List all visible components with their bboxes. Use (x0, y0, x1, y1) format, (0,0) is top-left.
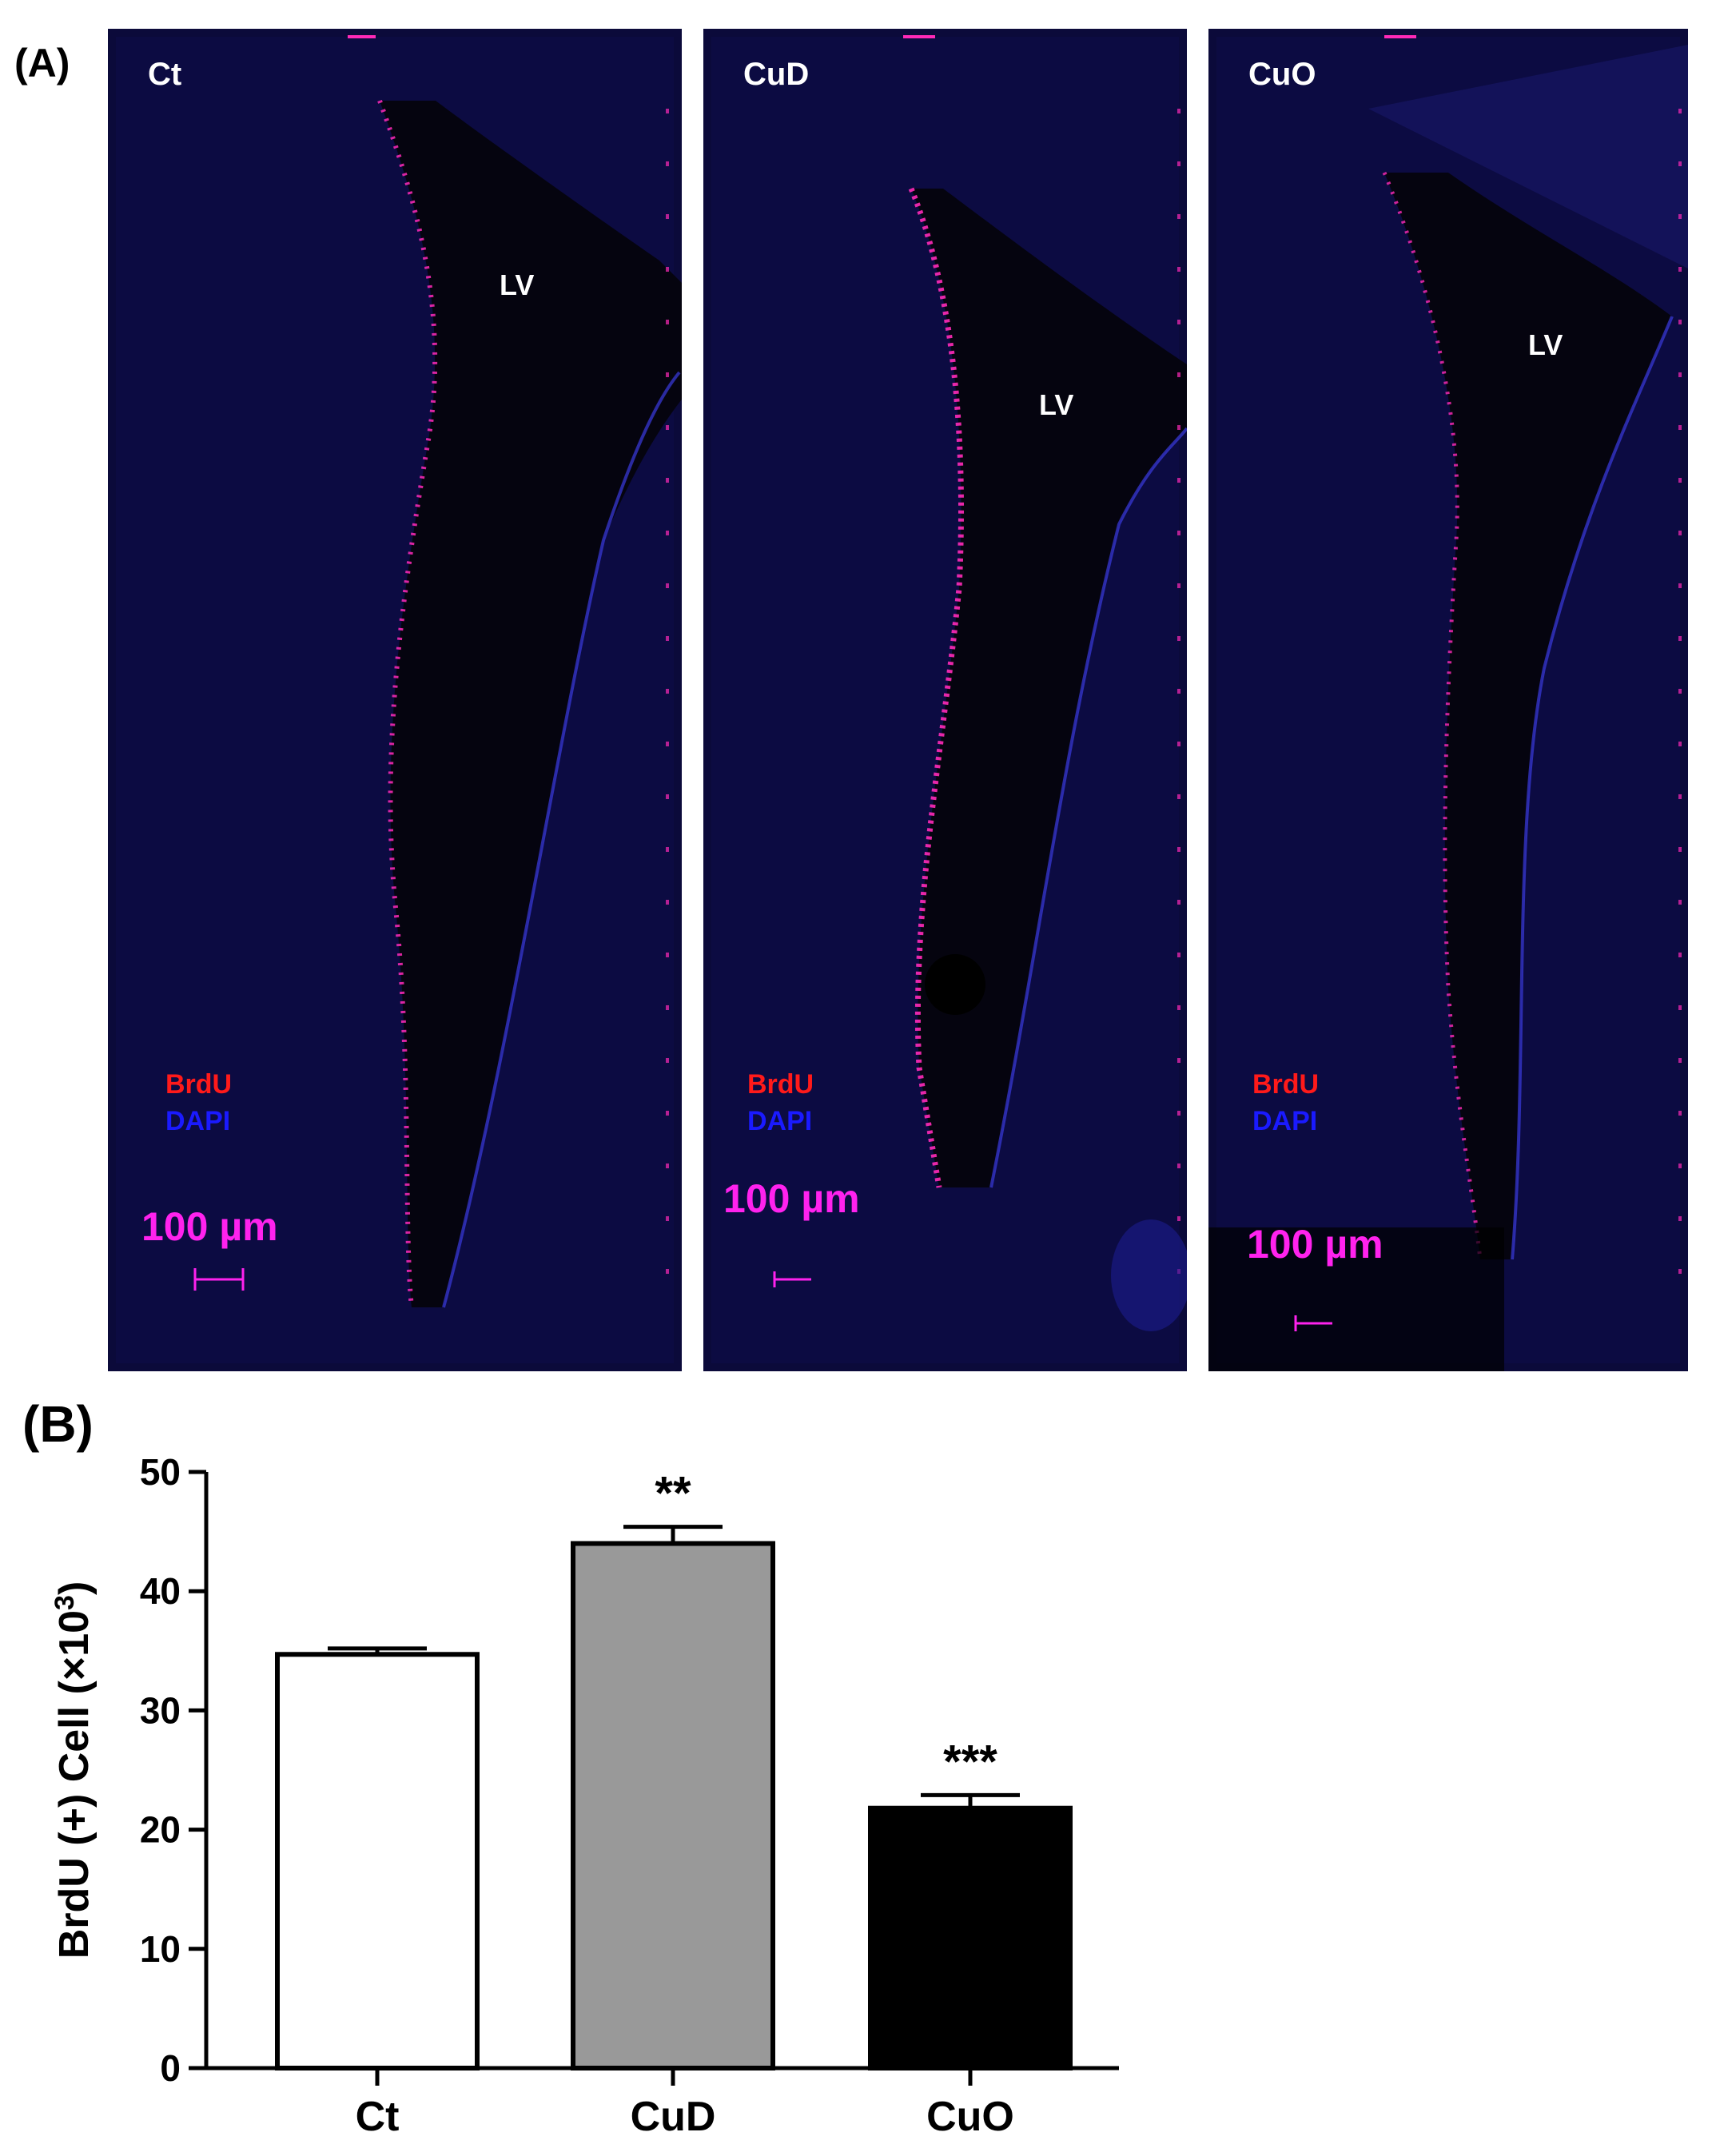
x-tick-label: CuO (926, 2094, 1014, 2140)
y-tick-label: 0 (160, 2047, 181, 2089)
y-tick-label: 30 (140, 1689, 181, 1731)
micrograph-cud-image (703, 29, 1187, 1371)
scale-bar-label: 100 µm (141, 1204, 278, 1249)
y-tick-label: 40 (140, 1570, 181, 1612)
micrograph-ct: Ct LV BrdU DAPI 100 µm (108, 29, 682, 1371)
scale-bar-label: 100 µm (723, 1176, 860, 1221)
micrograph-ct-image (108, 29, 682, 1371)
bar-ct (275, 1652, 480, 2070)
bar-chart: 0 10 20 30 40 50 BrdU (+) Cell (×103) Ct CuD ** Cu… (50, 1451, 1119, 2140)
legend-brdu: BrdU (1252, 1069, 1320, 1100)
legend-dapi: DAPI (747, 1106, 813, 1136)
legend-dapi: DAPI (165, 1106, 231, 1136)
panel-a-label: (A) (14, 41, 70, 86)
scale-bar-label: 100 µm (1247, 1222, 1384, 1267)
micrograph-cuo-image (1208, 29, 1688, 1371)
condition-label: CuD (743, 57, 810, 92)
bar-cuo (868, 1805, 1073, 2071)
condition-label: Ct (148, 57, 182, 92)
legend-brdu: BrdU (165, 1069, 233, 1100)
condition-label: CuO (1248, 57, 1316, 92)
scale-bar (1294, 1315, 1332, 1331)
legend-dapi: DAPI (1252, 1106, 1318, 1136)
lateral-ventricle-label: LV (1528, 328, 1563, 361)
significance-marker: *** (943, 1736, 997, 1788)
x-tick-label: CuD (631, 2094, 716, 2140)
micrograph-cuo: CuO LV BrdU DAPI 100 µm (1208, 29, 1688, 1371)
legend-brdu: BrdU (747, 1069, 814, 1100)
x-tick-label: Ct (356, 2094, 400, 2140)
y-tick-label: 50 (140, 1451, 181, 1493)
micrograph-cud: CuD LV BrdU DAPI 100 µm (703, 29, 1187, 1371)
lateral-ventricle-label: LV (500, 269, 535, 301)
scale-bar (193, 1268, 245, 1291)
significance-marker: ** (655, 1468, 691, 1520)
y-axis-label: BrdU (+) Cell (×103) (50, 1581, 98, 1959)
lateral-ventricle-label: LV (1039, 388, 1074, 421)
scale-bar (773, 1271, 811, 1287)
panel-b-label: (B) (22, 1395, 94, 1453)
y-tick-label: 10 (140, 1928, 181, 1970)
bar-cud (571, 1541, 775, 2070)
y-tick-label: 20 (140, 1809, 181, 1851)
